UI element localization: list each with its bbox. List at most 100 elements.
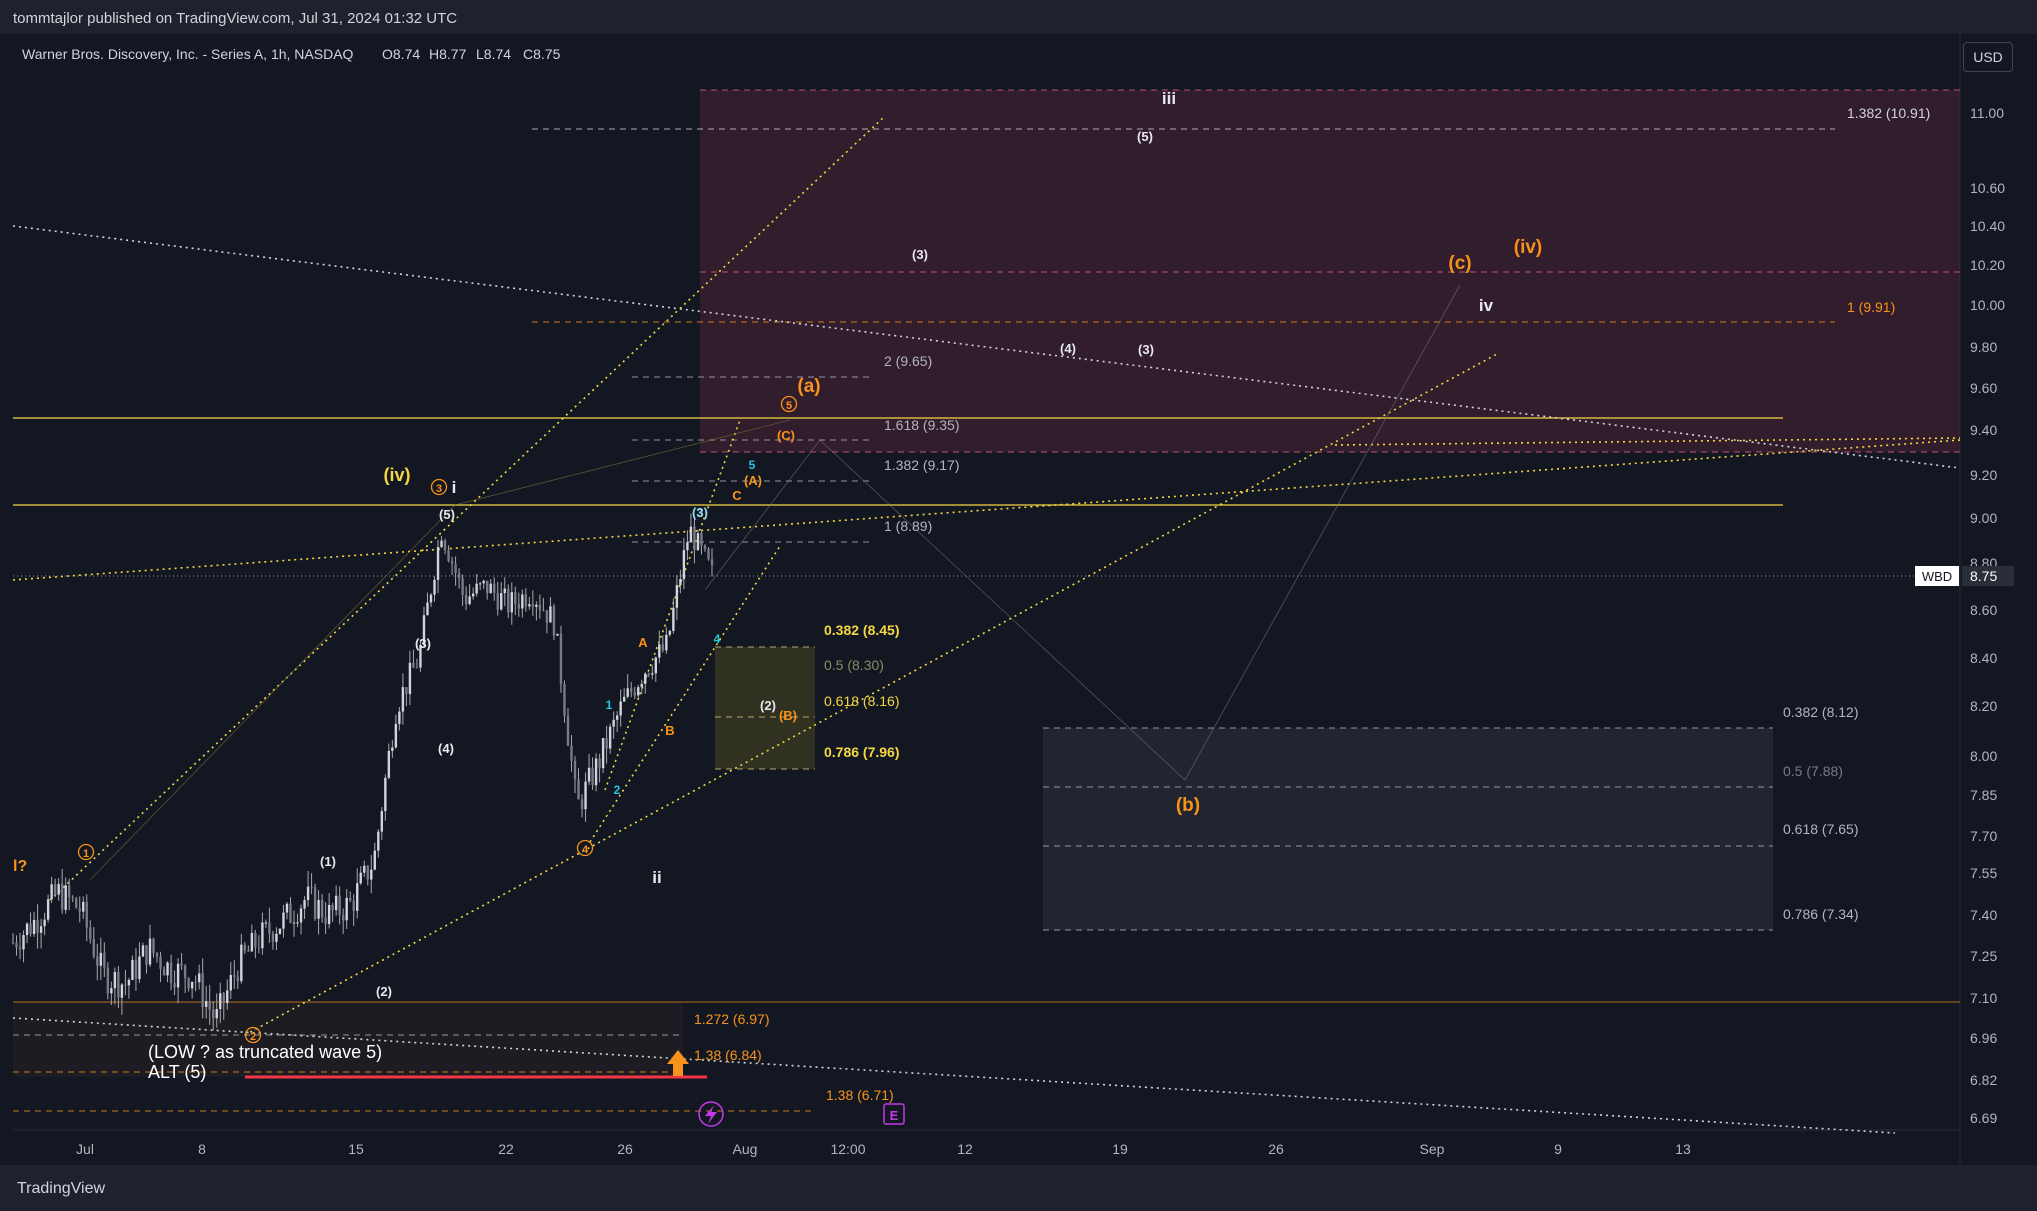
last-price-label: 8.75 (1970, 568, 1997, 584)
fib-level-label: 1.38 (6.84) (694, 1047, 762, 1063)
wave-projection-path (704, 284, 1461, 781)
candle-body (661, 644, 665, 651)
candle-body (468, 596, 471, 605)
candle-body (99, 952, 103, 966)
candle-body (601, 738, 605, 769)
candle-body (320, 899, 324, 918)
candle-body (689, 526, 693, 543)
candle-body (187, 978, 190, 989)
candle-body (204, 1001, 208, 1007)
tradingview-logo[interactable]: TradingView (13, 1180, 105, 1198)
candle-body (384, 777, 387, 812)
y-axis-tick: 7.70 (1970, 828, 1997, 844)
wave-label-orange: (iv) (1514, 237, 1543, 258)
candle-body (528, 604, 531, 607)
candle-body (134, 959, 138, 980)
candle-body (710, 559, 714, 566)
candle-body (169, 962, 173, 984)
candle-body (637, 687, 640, 696)
currency-button[interactable]: USD (1963, 42, 2013, 72)
candle-body (647, 673, 650, 675)
wave-label-blue: 3 (697, 506, 704, 520)
candle-body (363, 865, 366, 873)
candle-body (686, 542, 689, 551)
candle-body (219, 993, 222, 1009)
candle-body (240, 944, 243, 982)
candle-body (285, 903, 289, 913)
lightning-glyph (705, 1105, 717, 1124)
fib-level-label: 0.5 (8.30) (824, 657, 884, 673)
earnings-event-icon[interactable] (883, 1103, 905, 1125)
candle-body (222, 993, 225, 1004)
candle-body (707, 548, 710, 560)
ohlc-value: H8.77 (429, 46, 467, 62)
candle-body (236, 976, 240, 982)
candle-body (103, 952, 106, 968)
circled-wave-label: 1 (83, 848, 89, 860)
wave-label-blue: 1 (606, 698, 613, 712)
circled-wave-marker (430, 478, 448, 496)
y-axis-tick: 7.40 (1970, 907, 1997, 923)
candle-body (71, 897, 74, 899)
candle-body (612, 719, 615, 727)
channel-line (89, 419, 791, 881)
candle-body (22, 935, 25, 950)
candle-body (464, 594, 468, 605)
circled-wave-marker (77, 843, 95, 861)
earnings-event-label: E (890, 1108, 899, 1123)
publish-bar: tommtajlor published on TradingView.com,… (0, 0, 2037, 34)
annotation-text: ALT (5) (148, 1062, 206, 1082)
candle-body (190, 981, 194, 989)
y-axis-tick: 9.20 (1970, 467, 1997, 483)
candle-body (366, 865, 369, 880)
candle-body (587, 767, 591, 782)
candle-body (398, 711, 401, 724)
wave-label-partial: l? (13, 858, 27, 875)
candle-body (570, 745, 573, 761)
candle-body (658, 644, 661, 658)
candle-body (370, 869, 373, 880)
candle-body (11, 942, 15, 944)
x-axis-tick: 26 (1268, 1141, 1284, 1157)
wave-label-blue: 4 (714, 632, 721, 646)
x-axis-tick: 12:00 (830, 1141, 865, 1157)
wave-label-yellow: (iv) (384, 465, 411, 485)
wave-label: (4) (1060, 341, 1076, 356)
candle-body (408, 662, 412, 695)
candle-body (25, 923, 29, 936)
candle-body (43, 919, 46, 927)
candle-body (120, 984, 124, 998)
candle-body (233, 975, 236, 977)
brand-name: TradingView (17, 1180, 106, 1197)
y-axis-tick: 6.82 (1970, 1072, 1997, 1088)
wave-label: (3) (1138, 342, 1154, 357)
candle-body (475, 583, 478, 594)
wave-label: iii (1162, 89, 1176, 108)
candle-body (60, 883, 64, 910)
candle-body (183, 965, 187, 979)
candle-body (535, 604, 538, 607)
candle-body (264, 922, 268, 924)
candle-body (644, 673, 647, 684)
candle-body (162, 968, 166, 976)
wave-label: (3) (912, 247, 928, 262)
y-axis-tick: 10.60 (1970, 180, 2005, 196)
y-axis-tick: 8.20 (1970, 698, 1997, 714)
candle-body (18, 947, 22, 950)
lightning-event-icon[interactable] (698, 1101, 724, 1127)
ohlc-value: L8.74 (476, 46, 511, 62)
candle-body (317, 899, 320, 919)
candle-body (341, 915, 345, 921)
candle-body (524, 594, 528, 607)
candle-body (401, 687, 405, 712)
candle-body (485, 580, 489, 594)
candle-body (415, 667, 419, 669)
candle-body (665, 634, 668, 651)
y-axis-tick: 7.25 (1970, 948, 1997, 964)
wave-label: (4) (438, 741, 454, 756)
y-axis-tick: 8.40 (1970, 650, 1997, 666)
candle-body (75, 898, 78, 908)
candle-body (57, 883, 60, 895)
trend-line (49, 115, 886, 901)
